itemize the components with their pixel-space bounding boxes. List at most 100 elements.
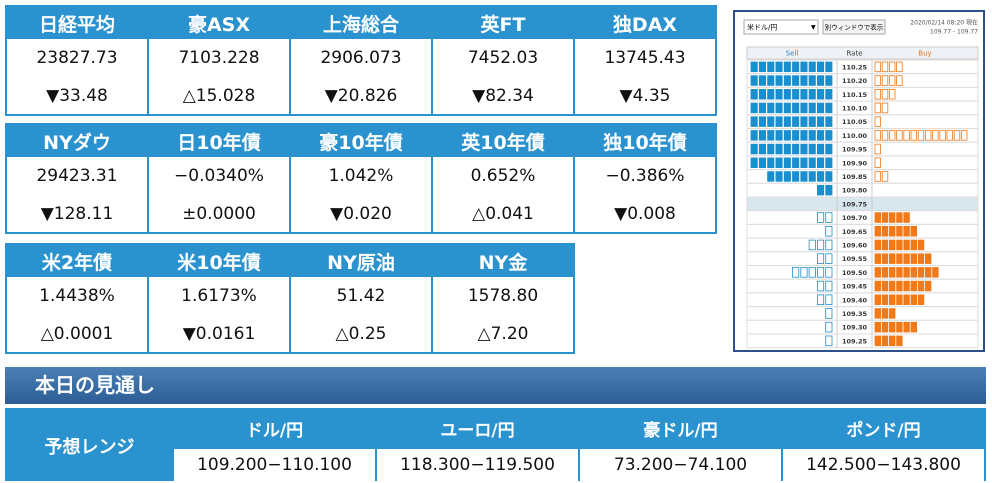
sell-box bbox=[825, 171, 833, 182]
rate-label: 110.10 bbox=[842, 104, 868, 112]
sell-box bbox=[800, 89, 808, 100]
buy-box bbox=[903, 225, 910, 237]
sell-box bbox=[775, 89, 783, 100]
buy-box bbox=[888, 308, 896, 319]
book-row bbox=[746, 333, 979, 349]
buy-box bbox=[932, 267, 939, 278]
sell-box bbox=[750, 157, 758, 168]
market-name: 独10年債 bbox=[575, 125, 715, 157]
buy-box bbox=[924, 130, 932, 141]
buy-box bbox=[910, 280, 917, 292]
sell-box bbox=[775, 171, 783, 182]
buy-box bbox=[881, 267, 889, 278]
market-change: ▼0.008 bbox=[575, 195, 715, 232]
sell-box bbox=[817, 267, 825, 278]
buy-header: Buy bbox=[918, 50, 931, 58]
pair-header: ポンド/円 bbox=[783, 410, 984, 447]
rate-label: 109.25 bbox=[842, 337, 868, 345]
buy-box bbox=[896, 130, 903, 141]
rate-label: 109.35 bbox=[842, 310, 868, 318]
buy-box bbox=[881, 321, 889, 333]
buy-box bbox=[874, 225, 881, 237]
rate-label: 109.90 bbox=[842, 159, 868, 167]
buy-box bbox=[896, 321, 903, 333]
buy-box bbox=[888, 335, 896, 347]
market-value: −0.386% bbox=[575, 157, 715, 195]
buy-box bbox=[881, 89, 889, 100]
order-book-chart: 米ドル/円 ▼ 別ウィンドウで表示 2020/02/14 08:20 現在 109.77… bbox=[743, 19, 979, 349]
market-name: 米10年債 bbox=[149, 245, 289, 277]
market-cell: 英10年債 0.652% △0.041 bbox=[433, 125, 573, 232]
sell-box bbox=[767, 171, 775, 182]
buy-box bbox=[874, 321, 881, 333]
sell-box bbox=[767, 61, 775, 73]
sell-box bbox=[758, 143, 766, 155]
sell-box bbox=[808, 130, 816, 141]
sell-box bbox=[817, 171, 825, 182]
buy-box bbox=[881, 171, 889, 182]
sell-box bbox=[758, 157, 766, 168]
market-change: △0.25 bbox=[291, 315, 431, 352]
sell-box bbox=[767, 130, 775, 141]
market-group: 日経平均 23827.73 ▼33.48 豪ASX 7103.228 △15.028 上海総… bbox=[5, 5, 717, 116]
sell-box bbox=[808, 143, 816, 155]
market-name: 上海総合 bbox=[291, 7, 431, 39]
sell-box bbox=[808, 239, 816, 251]
rate-header: Rate bbox=[846, 50, 862, 58]
rate-label: 110.25 bbox=[842, 63, 868, 71]
buy-box bbox=[881, 280, 889, 292]
rate-label: 109.60 bbox=[842, 241, 868, 249]
buy-box bbox=[874, 294, 881, 305]
sell-box bbox=[783, 61, 791, 73]
buy-box bbox=[960, 130, 968, 141]
buy-box bbox=[910, 239, 917, 251]
rate-label: 109.85 bbox=[842, 173, 868, 181]
sell-box bbox=[825, 280, 833, 292]
rate-label: 109.45 bbox=[842, 283, 868, 291]
sell-box bbox=[758, 130, 766, 141]
market-cell: 上海総合 2906.073 ▼20.826 bbox=[291, 7, 431, 114]
buy-box bbox=[888, 61, 896, 73]
rate-label: 110.20 bbox=[842, 77, 868, 85]
buy-box bbox=[881, 212, 889, 223]
timestamp: 2020/02/14 08:20 現在 bbox=[910, 19, 978, 27]
sell-box bbox=[817, 61, 825, 73]
buy-box bbox=[910, 253, 917, 264]
market-change: ▼0.020 bbox=[291, 195, 431, 232]
buy-box bbox=[881, 61, 889, 73]
sell-box bbox=[800, 267, 808, 278]
sell-box bbox=[792, 130, 800, 141]
buy-box bbox=[874, 280, 881, 292]
market-name: NY原油 bbox=[291, 245, 431, 277]
sell-box bbox=[825, 157, 833, 168]
market-cell: NY金 1578.80 △7.20 bbox=[433, 245, 573, 352]
popup-button[interactable] bbox=[822, 19, 886, 35]
buy-box bbox=[888, 225, 896, 237]
buy-box bbox=[903, 294, 910, 305]
sell-box bbox=[775, 61, 783, 73]
buy-box bbox=[874, 143, 881, 155]
range-value: 118.300−119.500 bbox=[377, 449, 578, 481]
buy-box bbox=[917, 294, 925, 305]
buy-box bbox=[881, 239, 889, 251]
market-change: ▼0.0161 bbox=[149, 315, 289, 352]
sell-box bbox=[825, 130, 833, 141]
rate-label: 109.65 bbox=[842, 228, 868, 236]
market-cell: 独10年債 −0.386% ▼0.008 bbox=[575, 125, 715, 232]
pair-select-text: 米ドル/円 bbox=[747, 23, 777, 32]
buy-box bbox=[896, 253, 903, 264]
buy-box bbox=[903, 267, 910, 278]
rate-label: 109.50 bbox=[842, 269, 868, 277]
buy-box bbox=[917, 267, 925, 278]
range-label: 予想レンジ bbox=[7, 410, 172, 481]
buy-box bbox=[874, 267, 881, 278]
buy-box bbox=[874, 308, 881, 319]
sell-box bbox=[800, 61, 808, 73]
sell-box bbox=[817, 239, 825, 251]
sell-box bbox=[825, 116, 833, 127]
market-value: 1.6173% bbox=[149, 277, 289, 315]
sell-box bbox=[758, 61, 766, 73]
market-change: △0.041 bbox=[433, 195, 573, 232]
sell-box bbox=[808, 61, 816, 73]
